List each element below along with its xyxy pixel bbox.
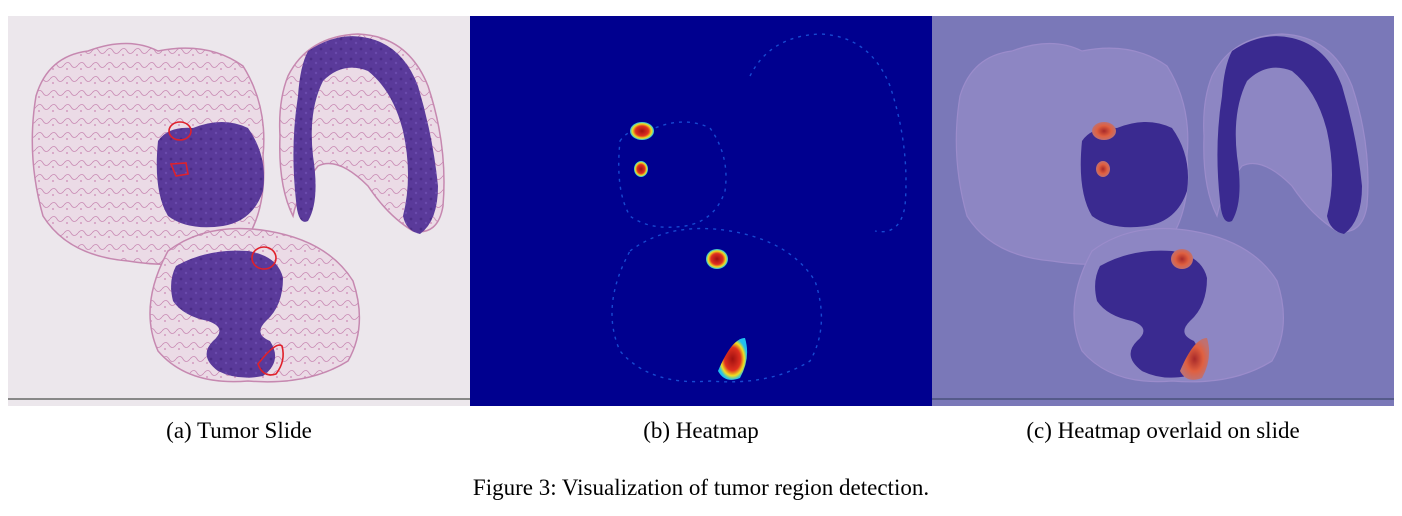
caption-tumor-slide: (a) Tumor Slide <box>166 418 312 443</box>
tissue-edge-signal <box>611 33 907 383</box>
heatmap-image <box>470 16 932 406</box>
hotspots-overlay <box>1092 122 1210 380</box>
caption-overlay: (c) Heatmap overlaid on slide <box>1026 418 1300 443</box>
caption-heatmap: (b) Heatmap <box>643 418 759 443</box>
hotspots <box>630 122 748 380</box>
heatmap-overlay-image <box>932 16 1394 406</box>
dense-tissue <box>156 36 438 378</box>
figure-caption: Figure 3: Visualization of tumor region … <box>472 475 930 500</box>
tumor-slide-image <box>8 16 470 406</box>
tumor-outlines <box>168 121 284 376</box>
dense-tissue-overlay <box>1080 36 1362 378</box>
